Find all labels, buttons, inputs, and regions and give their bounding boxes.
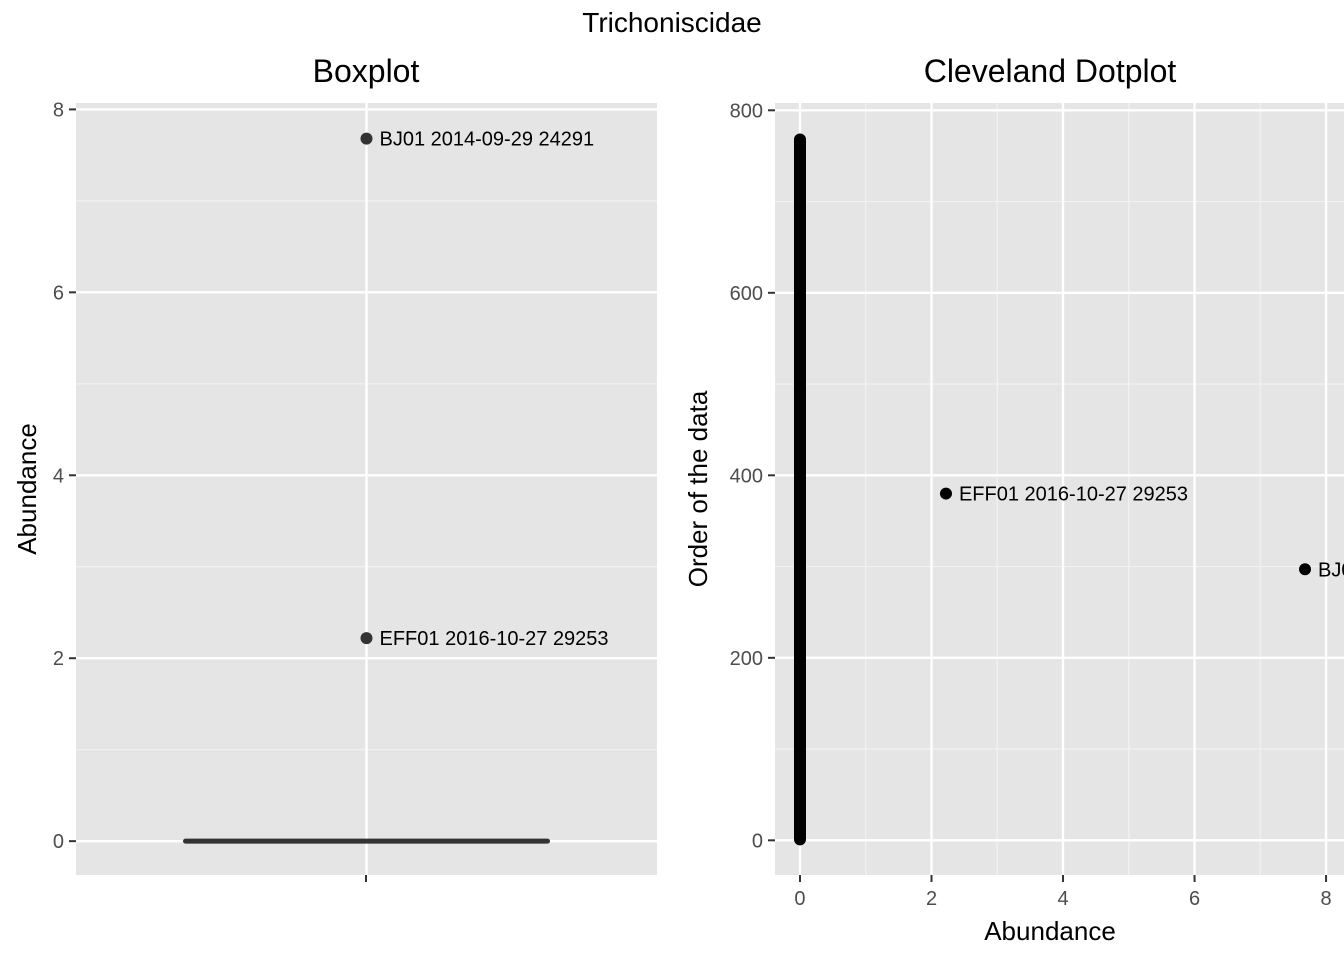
dotplot-plot-background <box>775 103 1344 875</box>
dotplot-y-axis-title: Order of the data <box>683 390 713 587</box>
boxplot-outlier-point <box>360 132 373 145</box>
dotplot-y-tick-label: 800 <box>730 100 763 122</box>
dotplot-x-axis: 0 2 4 6 8 <box>794 875 1332 910</box>
boxplot-gridlines <box>76 103 657 875</box>
dotplot-y-tick-label: 600 <box>730 283 763 305</box>
dotplot-x-tick-label: 2 <box>926 888 937 910</box>
boxplot-y-tick-label: 2 <box>53 648 64 670</box>
boxplot-y-tick-label: 6 <box>53 282 64 304</box>
dotplot-point <box>939 487 952 500</box>
figure-title: Trichoniscidae <box>582 7 761 38</box>
boxplot-y-tick-label: 8 <box>53 99 64 121</box>
dotplot-x-tick-label: 0 <box>794 888 805 910</box>
dotplot-y-tick-label: 400 <box>730 465 763 487</box>
boxplot-y-axis-title: Abundance <box>12 423 42 555</box>
boxplot-y-axis: 0 2 4 6 8 <box>53 99 76 853</box>
dotplot-point <box>1299 563 1312 576</box>
dotplot-x-axis-title: Abundance <box>984 916 1116 946</box>
dotplot-point-label: BJ01 2014-09-29 24291 <box>1318 559 1344 581</box>
dotplot-x-tick-label: 6 <box>1189 888 1200 910</box>
dotplot-title: Cleveland Dotplot <box>924 53 1177 89</box>
dotplot-y-tick-label: 0 <box>752 830 763 852</box>
dotplot-y-axis: 0 200 400 600 800 <box>730 100 775 852</box>
dotplot-marks: EFF01 2016-10-27 29253 BJ01 2014-09-29 24… <box>793 133 1344 846</box>
boxplot-title: Boxplot <box>313 53 420 89</box>
boxplot-outlier-point <box>360 632 373 645</box>
dotplot-x-tick-label: 4 <box>1057 888 1068 910</box>
boxplot-outlier-label: EFF01 2016-10-27 29253 <box>380 628 609 650</box>
dotplot-panel: Cleveland Dotplot 0 200 400 600 800 0 2 4 6 8 EF… <box>683 53 1344 946</box>
boxplot-panel: Boxplot 0 2 4 6 8 BJ01 2014-09-29 24291 EFF01… <box>12 53 657 882</box>
dotplot-point-label: EFF01 2016-10-27 29253 <box>959 484 1188 506</box>
boxplot-y-tick-label: 4 <box>53 465 64 487</box>
boxplot-outlier-label: BJ01 2014-09-29 24291 <box>380 129 595 151</box>
dotplot-x-tick-label: 8 <box>1320 888 1331 910</box>
boxplot-marks: BJ01 2014-09-29 24291 EFF01 2016-10-27 29… <box>183 129 609 844</box>
dotplot-y-tick-label: 200 <box>730 648 763 670</box>
boxplot-y-tick-label: 0 <box>53 831 64 853</box>
